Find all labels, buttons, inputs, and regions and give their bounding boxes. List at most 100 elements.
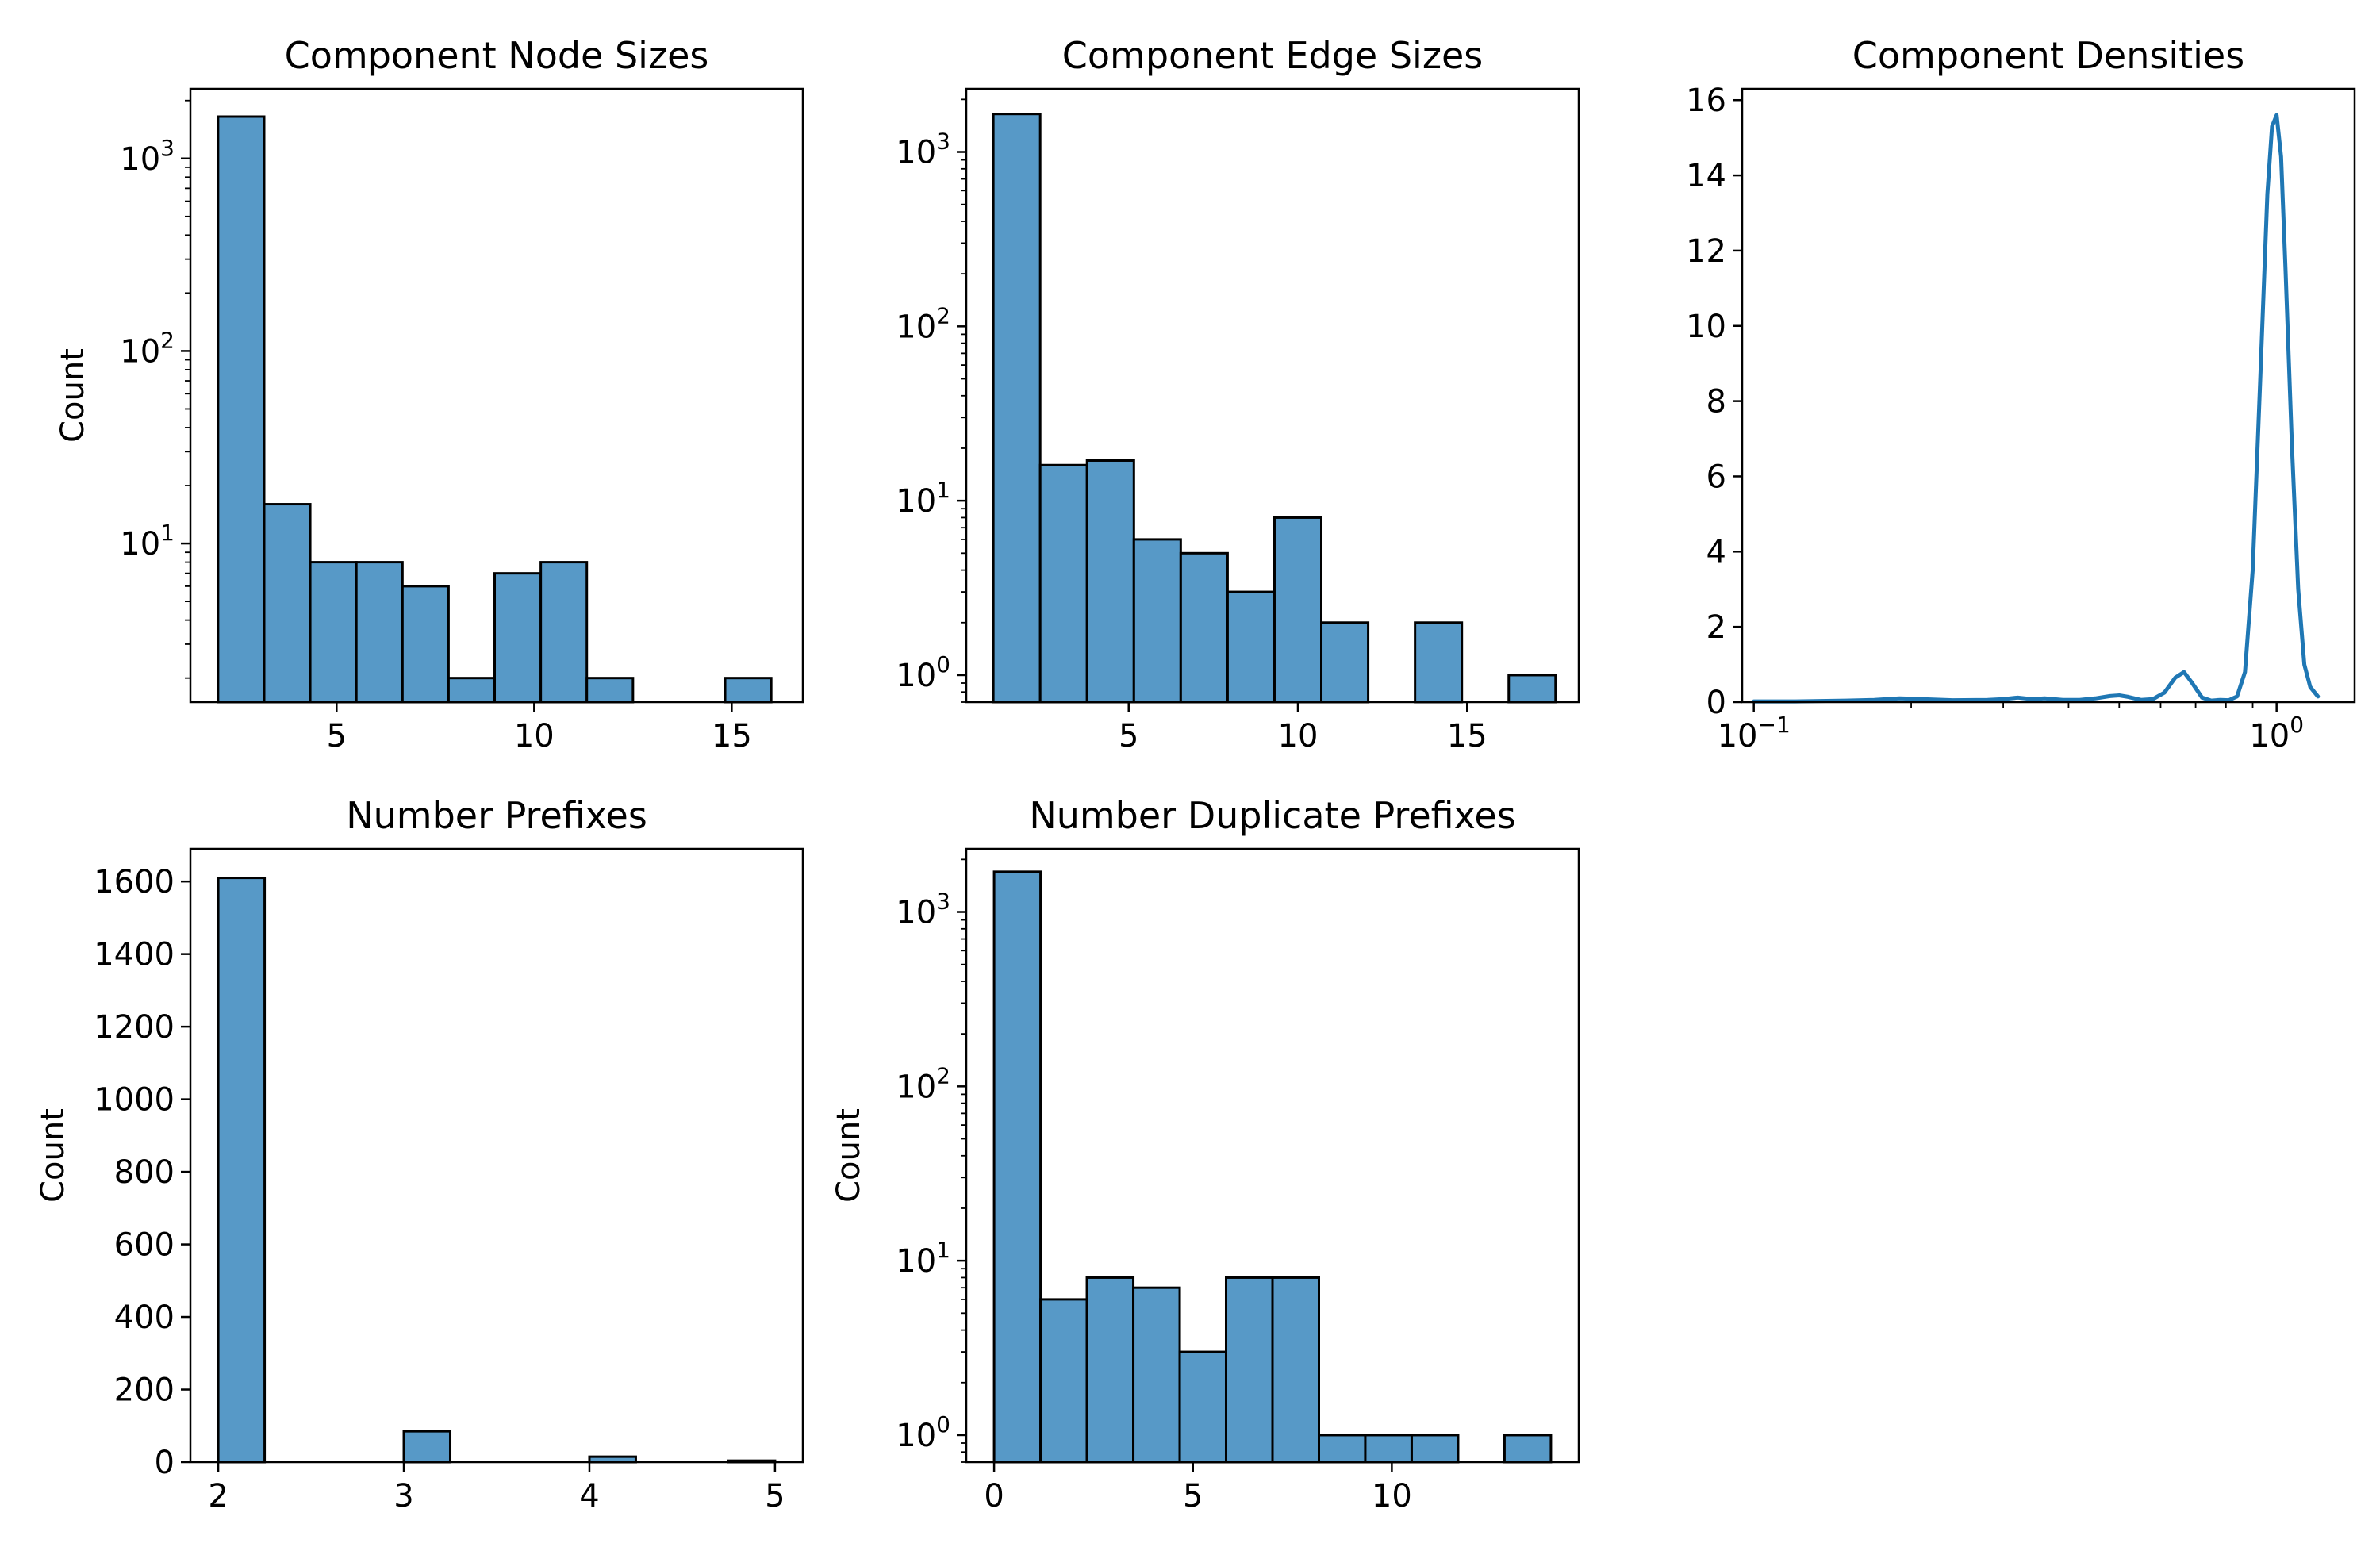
histogram-bar-1 (217, 877, 267, 1464)
y-tick-label-base: 10 (896, 658, 936, 694)
x-tick-label: 5 (1183, 1478, 1203, 1514)
x-tick-label: 10 (514, 718, 555, 754)
y-tick-label-base: 10 (120, 333, 160, 370)
y-tick-label: 101 (120, 520, 175, 562)
axes-frame (1741, 87, 2356, 704)
histogram-bar-5 (1178, 1350, 1227, 1464)
chart-title: Number Prefixes (346, 794, 647, 837)
histogram-bar-1 (217, 115, 266, 704)
y-tick-label-base: 10 (120, 141, 160, 178)
y-tick-label: 1600 (94, 864, 175, 900)
y-tick-label: 12 (1686, 233, 1726, 270)
histogram-bar-3 (1085, 1276, 1135, 1464)
y-axis-label: Count (55, 348, 91, 443)
x-tick-label: 15 (1447, 718, 1488, 754)
histogram-bar-4 (1132, 538, 1182, 704)
x-tick-label: 5 (327, 718, 347, 754)
chart-title: Component Densities (1852, 34, 2244, 77)
y-tick-label: 16 (1686, 83, 1726, 119)
y-tick-label: 1400 (94, 937, 175, 973)
panel-4: 2 3 4 5 0 200 400 600 800 1000 1200 1400 1600 Number … (35, 794, 804, 1514)
histogram-bar-5 (1179, 551, 1229, 704)
y-tick-label-exponent: 3 (936, 129, 950, 155)
y-tick-label: 200 (114, 1372, 175, 1409)
y-tick-label: 0 (155, 1445, 175, 1481)
x-tick-label-exponent: −1 (1757, 712, 1790, 738)
x-tick-label-base: 10 (1718, 718, 1758, 754)
y-tick-label-base: 10 (120, 526, 160, 562)
histogram-bar-12 (1507, 674, 1557, 704)
y-tick-label: 10 (1686, 309, 1726, 345)
histogram-bar-1 (992, 113, 1042, 704)
chart-title: Component Node Sizes (285, 34, 709, 77)
y-tick-label: 103 (896, 129, 950, 171)
histogram-bar-10 (1414, 621, 1464, 704)
chart-title: Number Duplicate Prefixes (1029, 794, 1515, 837)
y-axis-label: Count (35, 1108, 71, 1203)
y-tick-label: 100 (896, 651, 950, 694)
y-tick-label-exponent: 2 (936, 1062, 950, 1088)
x-tick-label: 5 (1119, 718, 1138, 754)
y-tick-label: 6 (1706, 459, 1726, 495)
y-tick-label: 800 (114, 1154, 175, 1191)
y-tick-label-base: 10 (896, 135, 936, 171)
x-tick-label: 0 (984, 1478, 1004, 1514)
histogram-bar-7 (493, 572, 543, 704)
histogram-bar-2 (263, 503, 312, 704)
y-tick-label-exponent: 3 (160, 135, 175, 161)
histogram-bar-8 (539, 561, 589, 704)
histogram-bar-6 (1224, 1276, 1274, 1464)
x-tick-label: 10−1 (1718, 712, 1791, 754)
axes-frame (189, 847, 804, 1464)
x-tick-label: 5 (765, 1478, 785, 1514)
y-tick-label: 102 (896, 302, 950, 345)
histogram-bar-8 (1318, 1434, 1367, 1464)
y-tick-label-base: 10 (896, 895, 936, 931)
y-tick-label: 1200 (94, 1009, 175, 1046)
y-tick-label: 2 (1706, 609, 1726, 646)
histogram-bar-9 (585, 677, 635, 704)
histogram-bar-12 (1503, 1434, 1553, 1464)
y-tick-label-base: 10 (896, 483, 936, 520)
y-tick-label: 103 (896, 889, 950, 931)
x-tick-label: 15 (712, 718, 752, 754)
y-tick-label-base: 10 (896, 1243, 936, 1280)
histogram-bar-2 (1039, 1298, 1088, 1464)
y-tick-label-exponent: 1 (936, 1237, 950, 1263)
histogram-bar-3 (309, 561, 358, 704)
histogram-bar-10 (1410, 1434, 1460, 1464)
histogram-bar-1 (992, 870, 1042, 1464)
x-tick-label: 10 (1278, 718, 1319, 754)
y-tick-label-exponent: 0 (936, 1411, 950, 1438)
y-tick-label-exponent: 0 (936, 651, 950, 678)
y-tick-label-exponent: 3 (936, 889, 950, 915)
histogram-bar-7 (1271, 1276, 1321, 1464)
y-tick-label-base: 10 (896, 1069, 936, 1105)
y-axis-label: Count (831, 1108, 867, 1203)
histogram-bar-3 (1085, 459, 1135, 704)
y-tick-label: 102 (120, 327, 175, 370)
chart-title: Component Edge Sizes (1062, 34, 1483, 77)
y-tick-label: 0 (1706, 685, 1726, 721)
y-tick-label: 600 (114, 1227, 175, 1264)
y-tick-label: 1000 (94, 1082, 175, 1119)
histogram-bar-9 (1364, 1434, 1413, 1464)
y-tick-label: 103 (120, 135, 175, 178)
histogram-bar-6 (1226, 590, 1276, 704)
y-tick-label-exponent: 2 (160, 327, 175, 353)
y-tick-label: 102 (896, 1062, 950, 1105)
y-tick-label: 101 (896, 1237, 950, 1280)
x-tick-label: 100 (2249, 712, 2304, 754)
histogram-bar-4 (1132, 1286, 1181, 1464)
x-tick-label: 10 (1372, 1478, 1412, 1514)
y-tick-label: 14 (1686, 158, 1726, 194)
x-tick-label-exponent: 0 (2290, 712, 2304, 738)
histogram-bar-7 (1273, 516, 1323, 704)
y-tick-label-base: 10 (896, 1418, 936, 1454)
histogram-bar-8 (1320, 621, 1370, 704)
density-line-1 (1752, 113, 2320, 704)
histogram-bar-5 (401, 585, 450, 704)
